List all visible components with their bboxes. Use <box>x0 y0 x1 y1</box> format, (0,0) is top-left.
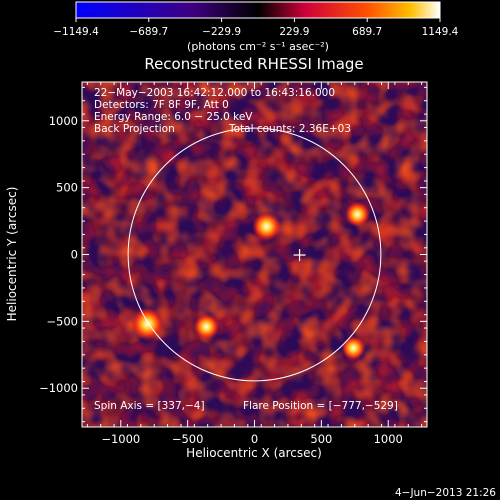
y-tick-label: −500 <box>46 314 78 328</box>
hotspot <box>344 201 370 227</box>
colorbar-tick-label: −1149.4 <box>53 26 99 38</box>
spin-axis: Spin Axis = [337,−4] <box>94 400 205 412</box>
flare-position: Flare Position = [−777,−529] <box>243 400 398 412</box>
image-blobs <box>82 82 427 427</box>
colorbar <box>76 2 440 18</box>
x-tick-label: −1000 <box>101 432 140 446</box>
colorbar-tick-label: 1149.4 <box>422 26 459 38</box>
hotspots <box>131 201 370 361</box>
total-counts: Total counts: 2.36E+03 <box>228 123 351 135</box>
hotspot <box>131 308 164 341</box>
time-range: 22−May−2003 16:42:12.000 to 16:43:16.000 <box>94 87 335 99</box>
y-axis-label: Heliocentric Y (arcsec) <box>5 187 19 322</box>
spin-axis-marker <box>293 249 306 262</box>
y-tick-label: 500 <box>56 181 78 195</box>
solar-limb <box>127 127 382 382</box>
energy-range: Energy Range: 6.0 − 25.0 keV <box>94 111 253 123</box>
hotspot <box>252 212 281 241</box>
colorbar-ticks: −1149.4 −689.7 −229.9 229.9 689.7 1149.4 <box>53 18 459 38</box>
hotspot <box>341 336 366 361</box>
axis-ticks: −1000 −500 0 500 1000 1000 500 0 −500 −1000 <box>39 82 427 446</box>
colorbar-tick-label: 229.9 <box>279 26 309 38</box>
x-tick-label: 1000 <box>374 432 403 446</box>
colorbar-tick-label: −689.7 <box>129 26 168 38</box>
colorbar-units: (photons cm⁻² s⁻¹ asec⁻²) <box>187 40 329 53</box>
colorbar-tick-label: −229.9 <box>202 26 241 38</box>
x-tick-label: 500 <box>310 432 332 446</box>
detectors: Detectors: 7F 8F 9F, Att 0 <box>94 99 229 111</box>
x-tick-label: −500 <box>172 432 204 446</box>
method: Back Projection <box>94 123 175 135</box>
hotspot <box>193 313 220 340</box>
x-axis-label: Heliocentric X (arcsec) <box>186 446 322 460</box>
y-tick-label: −1000 <box>39 381 78 395</box>
y-tick-label: 0 <box>71 248 78 262</box>
render-date: 4−Jun−2013 21:26 <box>395 487 496 499</box>
y-tick-label: 1000 <box>49 114 78 128</box>
colorbar-tick-label: 689.7 <box>352 26 382 38</box>
x-tick-label: 0 <box>251 432 258 446</box>
chart-title: Reconstructed RHESSI Image <box>144 55 363 73</box>
